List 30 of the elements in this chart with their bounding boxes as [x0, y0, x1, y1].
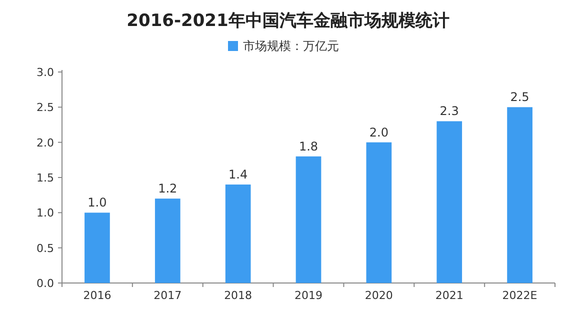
x-tick-label: 2021 — [435, 289, 464, 302]
x-tick-label: 2022E — [502, 289, 538, 302]
text: 1.4 — [228, 168, 248, 182]
x-tick-label: 2016 — [83, 289, 112, 302]
bar — [507, 107, 532, 283]
y-tick-label: 0.5 — [36, 242, 54, 255]
bar — [366, 142, 392, 283]
legend-label: 市场规模：万亿元 — [243, 39, 339, 53]
text: 2.5 — [510, 90, 530, 104]
bar — [225, 184, 251, 283]
y-tick-label: 2.5 — [36, 101, 54, 114]
text: 2.0 — [369, 125, 388, 140]
y-tick-label: 1.0 — [36, 206, 54, 220]
text: 2.3 — [440, 104, 459, 118]
x-tick-label: 2020 — [364, 289, 393, 302]
x-tick-label: 2017 — [154, 289, 182, 302]
x-tick-label: 2019 — [294, 289, 322, 302]
bar — [296, 156, 322, 283]
y-tick-label: 2.0 — [36, 136, 54, 150]
y-tick-label: 3.0 — [36, 66, 54, 79]
bar — [84, 212, 110, 283]
chart-title: 2016-2021年中国汽车金融市场规模统计 — [126, 11, 450, 31]
bar — [154, 198, 180, 283]
text: 1.2 — [158, 182, 178, 196]
bar — [436, 121, 462, 283]
text: 1.8 — [298, 139, 318, 154]
y-tick-label: 0.0 — [36, 277, 54, 290]
x-tick-label: 2018 — [224, 289, 252, 302]
text: 1.0 — [88, 196, 107, 210]
y-tick-label: 1.5 — [36, 172, 54, 184]
